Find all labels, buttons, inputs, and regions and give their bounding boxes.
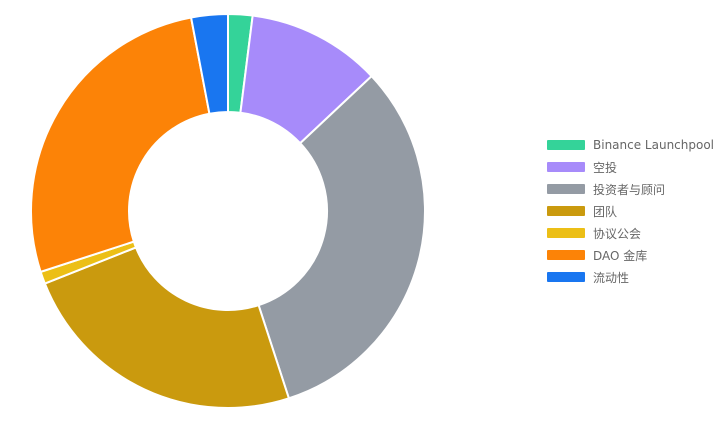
legend-label: DAO 金库 <box>593 248 648 263</box>
legend-item-4[interactable]: 协议公会 <box>547 222 714 244</box>
legend-swatch <box>547 140 585 150</box>
legend-item-3[interactable]: 团队 <box>547 200 714 222</box>
legend-label: 团队 <box>593 204 618 219</box>
legend-swatch <box>547 272 585 282</box>
legend-label: Binance Launchpool <box>593 138 715 152</box>
slice-5[interactable] <box>30 16 211 274</box>
legend-swatch <box>547 228 585 238</box>
legend-item-2[interactable]: 投资者与顾问 <box>547 178 714 200</box>
legend-item-1[interactable]: 空投 <box>547 156 714 178</box>
legend-label: 协议公会 <box>593 226 642 241</box>
legend-label: 流动性 <box>593 270 630 285</box>
slice-2[interactable] <box>257 74 426 400</box>
legend-item-0[interactable]: Binance Launchpool <box>547 134 714 156</box>
legend-item-5[interactable]: DAO 金库 <box>547 244 714 266</box>
legend-swatch <box>547 184 585 194</box>
legend-label: 空投 <box>593 160 618 175</box>
slice-3[interactable] <box>43 246 291 409</box>
legend-swatch <box>547 206 585 216</box>
slice-6[interactable] <box>189 12 229 115</box>
legend-swatch <box>547 162 585 172</box>
legend-swatch <box>547 250 585 260</box>
legend-label: 投资者与顾问 <box>593 182 666 197</box>
chart-legend: Binance Launchpool 空投投资者与顾问 团队协议公会 DAO 金库 流动… <box>547 134 714 288</box>
legend-item-6[interactable]: 流动性 <box>547 266 714 288</box>
